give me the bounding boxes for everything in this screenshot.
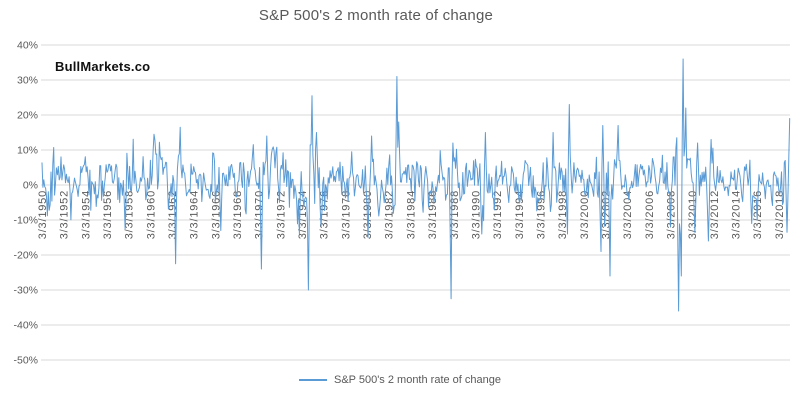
x-tick-label: 3/3/1972: [275, 190, 287, 239]
legend: S&P 500's 2 month rate of change: [0, 374, 800, 386]
legend-line-sample: [298, 379, 327, 381]
x-tick-label: 3/3/1980: [362, 190, 374, 239]
y-tick-label: -10%: [13, 215, 38, 227]
y-tick-label: 30%: [17, 75, 38, 87]
y-tick-label: -30%: [13, 285, 38, 297]
x-tick-label: 3/3/1978: [340, 190, 352, 239]
x-tick-label: 3/3/2000: [579, 190, 591, 239]
y-tick-label: 10%: [17, 145, 38, 157]
x-tick-label: 3/3/1986: [427, 190, 439, 239]
x-tick-label: 3/3/1958: [124, 190, 136, 239]
y-tick-label: 40%: [17, 40, 38, 52]
y-tick-label: 0%: [23, 180, 38, 192]
x-tick-label: 3/3/1954: [80, 190, 92, 239]
y-tick-label: 20%: [17, 110, 38, 122]
y-tick-label: -50%: [13, 355, 38, 367]
y-tick-label: -40%: [13, 320, 38, 332]
x-tick-label: 3/3/1984: [405, 190, 417, 239]
x-tick-label: 3/3/2012: [709, 190, 721, 239]
legend-label: S&P 500's 2 month rate of change: [333, 374, 501, 386]
x-tick-label: 3/3/2006: [644, 190, 656, 239]
x-tick-label: 3/3/2014: [730, 190, 742, 239]
x-tick-label: 3/3/2010: [687, 190, 699, 239]
series-line: [41, 58, 791, 312]
chart-title: S&P 500's 2 month rate of change: [258, 7, 494, 24]
x-tick-label: 3/3/1968: [232, 190, 244, 239]
x-tick-label: 3/3/1996: [535, 190, 547, 239]
x-tick-label: 3/3/1990: [470, 190, 482, 239]
x-tick-label: 3/3/2004: [622, 190, 634, 239]
watermark-text: BullMarkets.co: [55, 59, 151, 74]
x-tick-label: 3/3/1952: [59, 190, 71, 239]
x-tick-label: 3/3/1994: [514, 190, 526, 239]
x-tick-label: 3/3/1950: [37, 190, 49, 239]
x-tick-label: 3/3/1962: [167, 190, 179, 239]
x-tick-label: 3/3/1960: [145, 190, 157, 239]
x-tick-label: 3/3/2008: [665, 190, 677, 239]
x-tick-label: 3/3/2016: [752, 190, 764, 239]
x-tick-label: 3/3/1992: [492, 190, 504, 239]
x-tick-label: 3/3/1956: [102, 190, 114, 239]
x-tick-label: 3/3/1966: [210, 190, 222, 239]
x-tick-label: 3/3/1964: [189, 190, 201, 239]
y-tick-label: -20%: [13, 250, 38, 262]
x-tick-label: 3/3/2018: [774, 190, 786, 239]
x-tick-label: 3/3/1982: [384, 190, 396, 239]
